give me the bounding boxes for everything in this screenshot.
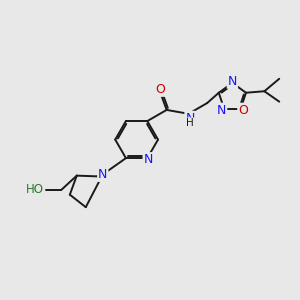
Text: N: N (143, 153, 153, 166)
Text: N: N (228, 75, 237, 88)
Text: H: H (186, 118, 194, 128)
Text: N: N (98, 168, 107, 181)
Text: N: N (217, 104, 226, 117)
Text: O: O (238, 104, 248, 117)
Text: O: O (155, 83, 165, 96)
Text: HO: HO (26, 183, 44, 196)
Text: N: N (185, 112, 195, 125)
